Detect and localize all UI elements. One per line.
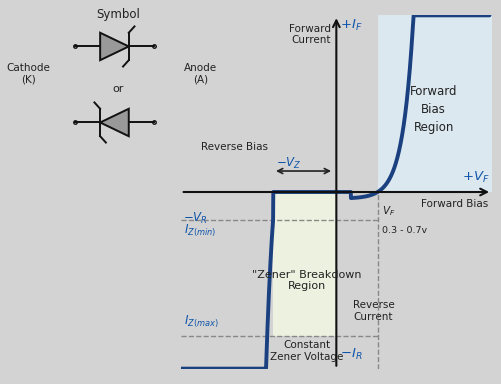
Text: Reverse
Current: Reverse Current xyxy=(353,300,394,322)
Text: Anode
(A): Anode (A) xyxy=(183,63,216,85)
Text: $-V_R$: $-V_R$ xyxy=(183,211,207,227)
Text: or: or xyxy=(112,84,124,94)
Text: Cathode
(K): Cathode (K) xyxy=(7,63,51,85)
Polygon shape xyxy=(100,109,129,136)
Text: Forward
Current: Forward Current xyxy=(288,24,330,45)
Text: $+V_F$: $+V_F$ xyxy=(461,170,488,185)
Text: $+I_F$: $+I_F$ xyxy=(339,18,361,33)
Text: "Zener" Breakdown
Region: "Zener" Breakdown Region xyxy=(252,270,361,291)
Text: 0.3 - 0.7v: 0.3 - 0.7v xyxy=(381,226,426,235)
Text: $I_{Z(max)}$: $I_{Z(max)}$ xyxy=(183,314,218,330)
Text: Forward Bias: Forward Bias xyxy=(420,199,487,209)
Polygon shape xyxy=(100,33,129,60)
Polygon shape xyxy=(377,15,491,192)
Text: $-V_Z$: $-V_Z$ xyxy=(275,156,301,171)
Text: $V_F$: $V_F$ xyxy=(381,204,394,218)
Text: $I_{Z(min)}$: $I_{Z(min)}$ xyxy=(183,222,215,239)
Text: Symbol: Symbol xyxy=(96,8,140,22)
Text: Forward
Bias
Region: Forward Bias Region xyxy=(409,85,456,134)
Text: $-I_R$: $-I_R$ xyxy=(339,347,362,362)
Text: Constant
Zener Voltage: Constant Zener Voltage xyxy=(270,341,343,362)
Polygon shape xyxy=(273,192,336,336)
Text: Reverse Bias: Reverse Bias xyxy=(200,142,267,152)
